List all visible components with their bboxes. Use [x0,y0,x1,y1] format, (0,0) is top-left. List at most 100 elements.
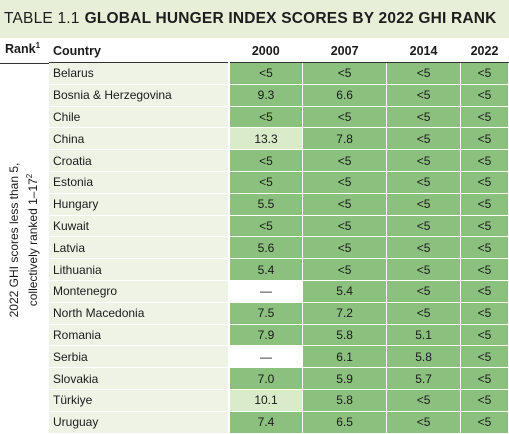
ghi-table: Country 2000 2007 2014 2022 Belarus <5 <5 <… [49,40,509,434]
score-cell: <5 [228,149,304,172]
score-cell: <5 [460,215,509,238]
score-cell: 7.9 [228,324,304,347]
score-cell: <5 [460,302,509,325]
year-column-header: 2007 [302,40,387,63]
table-row: North Macedonia 7.5 7.2 <5 <5 [49,302,509,325]
table-header-row: Country 2000 2007 2014 2022 [49,40,509,63]
country-cell: Slovakia [49,367,230,390]
score-cell: <5 [386,127,461,151]
country-cell: Türkiye [49,389,230,412]
country-cell: Belarus [49,62,230,85]
score-cell: 5.5 [228,193,304,216]
score-cell: 7.4 [228,411,304,434]
country-cell: Estonia [49,171,230,194]
country-cell: Lithuania [49,258,230,281]
table-title: GLOBAL HUNGER INDEX SCORES BY 2022 GHI R… [84,10,497,27]
score-cell: <5 [386,389,461,412]
table-row: Lithuania 5.4 <5 <5 <5 [49,258,509,281]
score-cell: <5 [460,258,509,281]
country-cell: Uruguay [49,411,230,434]
table-row: Kuwait <5 <5 <5 <5 [49,215,509,238]
score-cell: 6.6 [302,84,388,107]
country-cell: Croatia [49,149,230,172]
score-cell: 5.8 [386,345,461,369]
score-cell: 5.4 [228,258,304,281]
table-row: Slovakia 7.0 5.9 5.7 <5 [49,367,509,390]
score-cell: <5 [302,258,388,281]
score-cell: 5.4 [302,280,388,303]
country-cell: North Macedonia [49,302,230,325]
rank-group-label: 2022 GHI scores less than 5, collectivel… [7,163,41,318]
country-cell: Kuwait [49,215,230,238]
country-cell: China [49,127,230,151]
rank-header-text: Rank [5,42,36,57]
score-cell: <5 [302,171,388,194]
year-column-header: 2014 [386,40,461,63]
score-cell: <5 [228,171,304,194]
rank-group-label-line1: 2022 GHI scores less than 5, [7,162,21,318]
country-cell: Chile [49,106,230,129]
score-cell: <5 [460,84,509,107]
score-cell: <5 [460,106,509,129]
year-column-header: 2022 [460,40,509,63]
table-row: Croatia <5 <5 <5 <5 [49,149,509,172]
score-cell: <5 [386,258,461,281]
rank-group-column: 2022 GHI scores less than 5, collectivel… [0,64,48,417]
table-title-bar: TABLE 1.1 GLOBAL HUNGER INDEX SCORES BY … [0,0,509,38]
score-cell: <5 [460,236,509,260]
score-cell: 5.8 [302,324,388,347]
score-cell: 10.1 [228,389,304,412]
country-cell: Montenegro [49,280,230,303]
score-cell: <5 [460,389,509,412]
score-cell: 5.7 [386,367,461,390]
score-cell: <5 [460,367,509,390]
score-cell: <5 [460,193,509,216]
score-cell: <5 [386,236,461,260]
table-body: Belarus <5 <5 <5 <5 Bosnia & Herzegovina 9.3 6.… [49,62,509,434]
country-cell: Hungary [49,193,230,216]
score-cell: <5 [302,62,388,85]
score-cell: 5.6 [228,236,304,260]
score-cell: <5 [302,215,388,238]
country-cell: Latvia [49,236,230,260]
score-cell: — [228,345,304,369]
score-cell: <5 [460,62,509,85]
score-cell: <5 [460,171,509,194]
country-cell: Romania [49,324,230,347]
rank-group-label-line2: collectively ranked 1–172 [22,163,41,318]
country-column-header: Country [49,40,229,63]
table-row: Serbia —6.1 5.8 <5 [49,345,509,369]
score-cell: <5 [386,84,461,107]
score-cell: 5.8 [302,389,388,412]
score-cell: <5 [386,302,461,325]
rank-group-label-line2-text: collectively ranked 1–17 [26,178,40,307]
score-cell: <5 [460,324,509,347]
table-row: Uruguay 7.4 6.5 <5 <5 [49,411,509,434]
score-cell: 5.1 [386,324,461,347]
score-cell: <5 [386,411,461,434]
year-column-header: 2000 [228,40,303,63]
score-cell: <5 [228,215,304,238]
score-cell: 9.3 [228,84,304,107]
score-cell: <5 [302,149,388,172]
score-cell: — [228,280,304,303]
score-cell: <5 [302,193,388,216]
table-row: Montenegro —5.4 <5 <5 [49,280,509,303]
table-row: Belarus <5 <5 <5 <5 [49,62,509,85]
score-cell: 5.9 [302,367,388,390]
score-cell: <5 [460,280,509,303]
table-row: Estonia <5 <5 <5 <5 [49,171,509,194]
score-cell: <5 [302,236,388,260]
header-rule [0,63,49,65]
rank-footnote-marker: 1 [35,41,41,50]
table-row: China 13.3 7.8 <5 <5 [49,127,509,151]
score-cell: 7.8 [302,127,388,151]
score-cell: 6.1 [302,345,388,369]
score-cell: <5 [386,193,461,216]
table-row: Romania 7.9 5.8 5.1 <5 [49,324,509,347]
table-row: Türkiye 10.1 5.8 <5 <5 [49,389,509,412]
rank-group-footnote-marker: 2 [25,173,34,179]
score-cell: <5 [386,280,461,303]
score-cell: <5 [460,411,509,434]
score-cell: <5 [386,62,461,85]
